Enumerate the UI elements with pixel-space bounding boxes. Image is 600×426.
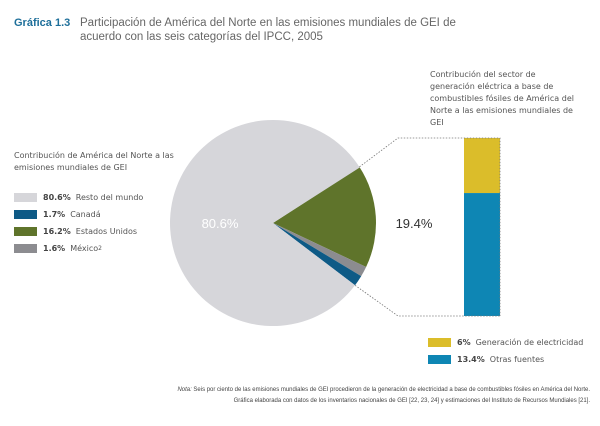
- note-text: Seis por ciento de las emisiones mundial…: [193, 386, 590, 393]
- legend-item-eeuu: 16.2% Estados Unidos: [14, 227, 137, 236]
- legend-value: 6%: [457, 338, 471, 347]
- legend-item-mexico: 1.6% México 2: [14, 244, 102, 253]
- legend-value: 1.6%: [43, 244, 66, 253]
- legend-swatch: [14, 193, 37, 202]
- bar-segment-generación-de-electricidad: [464, 138, 500, 194]
- pie-label-na: 19.4%: [396, 216, 433, 231]
- pie-label-rest: 80.6%: [202, 216, 239, 231]
- legend-swatch: [14, 227, 37, 236]
- legend-label: Generación de electricidad: [475, 338, 584, 347]
- legend-swatch: [14, 244, 37, 253]
- pie-slice-estados-unidos: [273, 166, 376, 268]
- note: Nota: Seis por ciento de las emisiones m…: [158, 384, 590, 406]
- connector-bottom: [354, 284, 500, 317]
- pie-title: Contribución de América del Norte a las …: [14, 151, 174, 172]
- legend-item-otras: 13.4% Otras fuentes: [428, 355, 544, 364]
- pie-slice-canadá: [273, 223, 362, 286]
- legend-label: Canadá: [70, 210, 101, 219]
- legend-swatch: [428, 355, 451, 364]
- bar-title: Contribución del sector de generación el…: [430, 70, 574, 127]
- note-prefix: Nota:: [177, 386, 192, 393]
- legend-swatch: [14, 210, 37, 219]
- legend-item-resto: 80.6% Resto del mundo: [14, 193, 143, 202]
- note-source: Gráfica elaborada con datos de los inven…: [233, 397, 590, 404]
- figure-label: Gráfica 1.3: [14, 17, 71, 29]
- legend-swatch: [428, 338, 451, 347]
- pie-slice-resto-del-mundo: [169, 119, 360, 326]
- connector-top: [359, 137, 501, 316]
- legend-value: 16.2%: [43, 227, 71, 236]
- figure-title: Participación de América del Norte en la…: [80, 17, 456, 43]
- legend-item-electricidad: 6% Generación de electricidad: [428, 338, 583, 347]
- legend-label: Otras fuentes: [489, 355, 545, 364]
- bar-segment-otras-fuentes: [464, 193, 500, 316]
- legend-label: Estados Unidos: [75, 227, 137, 236]
- legend-value: 80.6%: [43, 193, 71, 202]
- legend-label: México: [70, 244, 99, 253]
- pie-slice-méxico: [273, 223, 367, 277]
- legend-label: Resto del mundo: [75, 193, 144, 202]
- legend-value: 13.4%: [457, 355, 485, 364]
- legend-item-canada: 1.7% Canadá: [14, 210, 101, 219]
- footnote-marker: 2: [98, 245, 102, 252]
- legend-value: 1.7%: [43, 210, 66, 219]
